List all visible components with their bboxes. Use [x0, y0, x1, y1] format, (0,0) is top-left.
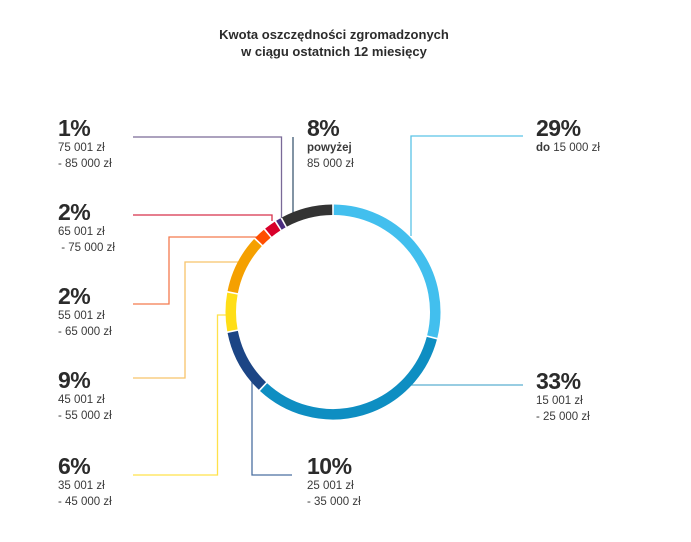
label-percent: 10% — [307, 453, 352, 479]
label-range-from: 15 001 zł — [536, 395, 583, 407]
connector-line — [133, 236, 258, 305]
label-range-from: 65 001 zł — [58, 226, 105, 238]
label-range: do 15 000 zł — [536, 142, 600, 154]
chart-title: Kwota oszczędności zgromadzonych w ciągu… — [0, 26, 668, 60]
connector-line — [133, 136, 283, 218]
donut-segment — [227, 330, 267, 390]
connector-line — [133, 314, 227, 476]
label-range-from: 35 001 zł — [58, 480, 105, 492]
donut-ring — [225, 204, 441, 420]
label-percent: 6% — [58, 453, 91, 479]
label-percent: 1% — [58, 115, 91, 141]
donut-segment — [227, 239, 262, 294]
label-range-from: powyżej — [307, 142, 352, 154]
donut-segment — [260, 336, 437, 420]
donut-segment — [281, 204, 333, 227]
label-range-to: - 25 000 zł — [536, 411, 590, 423]
label-range-to: - 85 000 zł — [58, 158, 112, 170]
label-range-from: 55 001 zł — [58, 310, 105, 322]
label-range-to: - 35 000 zł — [307, 496, 361, 508]
donut-segment — [255, 229, 271, 246]
label-35001-45000: 6% 35 001 zł - 45 000 zł — [58, 454, 112, 510]
label-range-to: - 65 000 zł — [58, 326, 112, 338]
donut-segment — [276, 218, 286, 230]
label-percent: 29% — [536, 115, 581, 141]
connector-line — [410, 135, 523, 236]
label-65001-75000: 2% 65 001 zł - 75 000 zł — [58, 200, 115, 256]
label-75001-85000: 1% 75 001 zł - 85 000 zł — [58, 116, 112, 172]
donut-segment — [333, 204, 441, 338]
label-15001-25000: 33% 15 001 zł - 25 000 zł — [536, 369, 590, 425]
connector-line — [251, 380, 292, 476]
label-range-to: - 55 000 zł — [58, 410, 112, 422]
connector-line — [133, 261, 238, 379]
chart-title-line-2: w ciągu ostatnich 12 miesięcy — [241, 44, 427, 59]
label-range-from: 45 001 zł — [58, 394, 105, 406]
donut-segment — [225, 292, 238, 332]
label-45001-55000: 9% 45 001 zł - 55 000 zł — [58, 368, 112, 424]
label-percent: 2% — [58, 199, 91, 225]
label-range-from: 25 001 zł — [307, 480, 354, 492]
label-range-to: - 75 000 zł — [58, 242, 115, 254]
label-upto-15000: 29% do 15 000 zł — [536, 116, 600, 156]
connector-line — [133, 214, 273, 221]
label-range-to: 85 000 zł — [307, 158, 354, 170]
donut-segment — [265, 221, 281, 237]
label-25001-35000: 10% 25 001 zł - 35 000 zł — [307, 454, 361, 510]
label-range-to: - 45 000 zł — [58, 496, 112, 508]
label-percent: 9% — [58, 367, 91, 393]
label-percent: 8% — [307, 115, 340, 141]
label-percent: 2% — [58, 283, 91, 309]
chart-title-line-1: Kwota oszczędności zgromadzonych — [219, 27, 449, 42]
label-55001-65000: 2% 55 001 zł - 65 000 zł — [58, 284, 112, 340]
connector-lines — [133, 135, 523, 476]
label-range-from: 75 001 zł — [58, 142, 105, 154]
label-above-85000: 8% powyżej 85 000 zł — [307, 116, 354, 172]
label-percent: 33% — [536, 368, 581, 394]
